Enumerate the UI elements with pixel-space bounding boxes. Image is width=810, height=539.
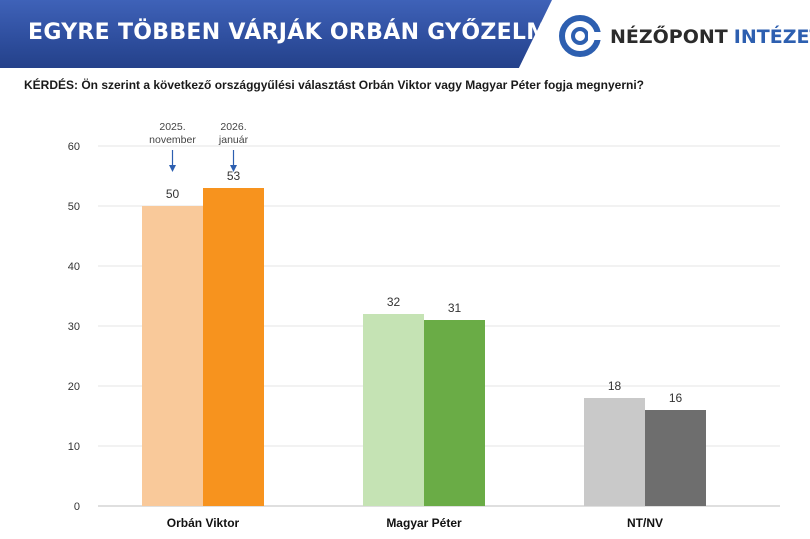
data-label: 50 bbox=[166, 187, 180, 201]
logo-word-1: NÉZŐPONT bbox=[610, 26, 728, 48]
y-tick-label: 20 bbox=[68, 381, 80, 393]
y-tick-label: 60 bbox=[68, 141, 80, 153]
y-tick-label: 50 bbox=[68, 201, 80, 213]
category-label: Orbán Viktor bbox=[167, 516, 240, 530]
data-label: 32 bbox=[387, 295, 401, 309]
header-band bbox=[0, 0, 552, 68]
bar-magyar-2025 bbox=[363, 314, 424, 506]
category-label: Magyar Péter bbox=[386, 516, 462, 530]
logo-word-2: INTÉZET bbox=[733, 26, 810, 48]
y-tick-label: 40 bbox=[68, 261, 80, 273]
data-label: 53 bbox=[227, 169, 241, 183]
survey-question: KÉRDÉS: Ön szerint a következő országgyű… bbox=[24, 78, 644, 92]
annotation-arrowhead bbox=[230, 165, 237, 172]
bar-ntnv-2026 bbox=[645, 410, 706, 506]
bar-orban-2026 bbox=[203, 188, 264, 506]
brand-logo-text: NÉZŐPONT INTÉZET bbox=[610, 26, 810, 48]
period-annotation-year: 2025. bbox=[159, 121, 185, 133]
category-label: NT/NV bbox=[627, 516, 663, 530]
annotation-arrowhead bbox=[169, 165, 176, 172]
bar-orban-2025 bbox=[142, 206, 203, 506]
y-tick-label: 30 bbox=[68, 321, 80, 333]
period-annotation-month: január bbox=[218, 134, 249, 146]
bar-ntnv-2025 bbox=[584, 398, 645, 506]
data-label: 18 bbox=[608, 379, 622, 393]
target-ring-icon bbox=[559, 15, 602, 57]
page-title: EGYRE TÖBBEN VÁRJÁK ORBÁN GYŐZELMÉT bbox=[28, 20, 580, 45]
period-annotation-month: november bbox=[149, 134, 196, 146]
data-label: 16 bbox=[669, 391, 683, 405]
y-tick-label: 0 bbox=[74, 501, 80, 513]
data-label: 31 bbox=[448, 301, 462, 315]
period-annotation-year: 2026. bbox=[220, 121, 246, 133]
bar-magyar-2026 bbox=[424, 320, 485, 506]
y-tick-label: 10 bbox=[68, 441, 80, 453]
